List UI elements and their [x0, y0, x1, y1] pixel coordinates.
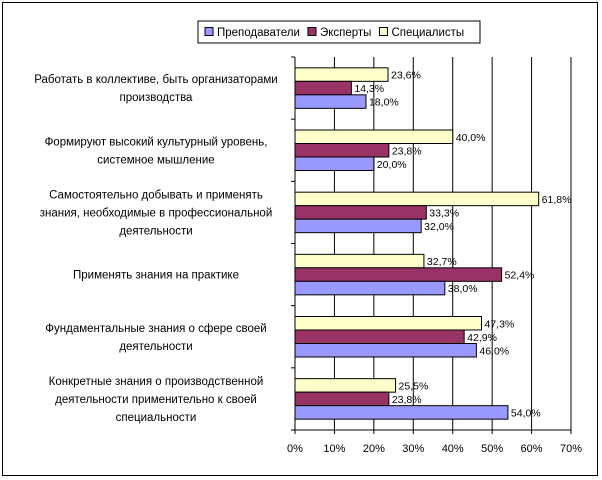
bar-эксперты — [294, 391, 390, 407]
category-label: системное мышление — [97, 154, 214, 166]
category-label: деятельности применительно к своей — [55, 394, 257, 406]
category-label: Работать в коллективе, быть организатора… — [34, 74, 277, 86]
category-label: Фундаментальные знания о сфере своей — [45, 323, 266, 335]
data-label: 52,4% — [505, 270, 535, 282]
grid-lines — [333, 57, 572, 430]
bar-преподаватели — [294, 94, 367, 109]
bar-преподаватели — [294, 218, 422, 234]
x-tick-label: 70% — [560, 443, 582, 455]
bar-преподаватели — [294, 280, 446, 296]
bar-специалисты — [294, 253, 425, 269]
data-label: 32,7% — [427, 256, 457, 268]
data-label: 25,5% — [399, 380, 429, 392]
x-tick-label: 10% — [323, 443, 345, 455]
category-label: Конкретные знания о производственной — [49, 376, 264, 388]
data-label: 23,8% — [392, 394, 422, 406]
labels: 23,6% 14,3% 18,0% Работать в коллективе, бы… — [34, 70, 582, 455]
data-label: 38,0% — [448, 283, 478, 295]
legend-label: Эксперты — [320, 27, 371, 39]
bars — [294, 67, 540, 420]
data-label: 47,3% — [484, 318, 514, 330]
bar-специалисты — [294, 191, 540, 207]
bar-специалисты — [294, 316, 482, 331]
bar-специалисты — [294, 67, 389, 82]
data-label: 32,0% — [424, 221, 454, 233]
legend-label: Преподаватели — [217, 27, 300, 39]
data-label: 18,0% — [369, 97, 399, 109]
bar-преподаватели — [294, 343, 477, 358]
data-label: 42,9% — [467, 332, 497, 344]
category-label: Формируют высокий культурный уровень, — [45, 136, 268, 148]
legend: Преподаватели Эксперты Специалисты — [197, 20, 481, 44]
data-label: 23,6% — [391, 70, 421, 82]
bar-преподаватели — [294, 405, 509, 420]
legend-box — [197, 20, 481, 44]
bar-специалисты — [294, 378, 397, 393]
legend-label: Специалисты — [391, 27, 464, 39]
bar-эксперты — [294, 205, 427, 220]
data-label: 20,0% — [377, 159, 407, 171]
bar-преподаватели — [294, 156, 375, 171]
category-label: производства — [120, 92, 194, 104]
data-label: 46,0% — [479, 345, 509, 357]
x-tick-label: 50% — [481, 443, 503, 455]
bar-эксперты — [294, 80, 352, 96]
legend-swatch — [378, 27, 388, 36]
legend-swatch — [204, 27, 214, 36]
category-label: Применять знания на практике — [73, 270, 239, 282]
category-label: специальности — [116, 412, 197, 424]
x-tick-label: 20% — [363, 443, 385, 455]
bar-эксперты — [294, 267, 503, 282]
data-label: 33,3% — [429, 207, 459, 219]
data-label: 61,8% — [542, 194, 572, 206]
x-tick-label: 0% — [287, 443, 303, 455]
data-label: 40,0% — [456, 132, 486, 144]
category-label: деятельности — [119, 341, 192, 353]
category-label: знания, необходимые в профессиональной — [40, 207, 273, 219]
axes — [291, 56, 572, 434]
legend-swatch — [307, 27, 317, 36]
x-tick-label: 30% — [402, 443, 424, 455]
x-tick-label: 40% — [442, 443, 464, 455]
x-tick-label: 60% — [521, 443, 543, 455]
bar-специалисты — [294, 129, 454, 144]
category-label: деятельности — [119, 225, 192, 237]
data-label: 54,0% — [511, 407, 541, 419]
data-label: 23,8% — [392, 145, 422, 157]
bar-эксперты — [294, 143, 390, 158]
data-label: 14,3% — [354, 83, 384, 95]
category-label: Самостоятельно добывать и применять — [49, 189, 263, 201]
bar-эксперты — [294, 329, 465, 344]
